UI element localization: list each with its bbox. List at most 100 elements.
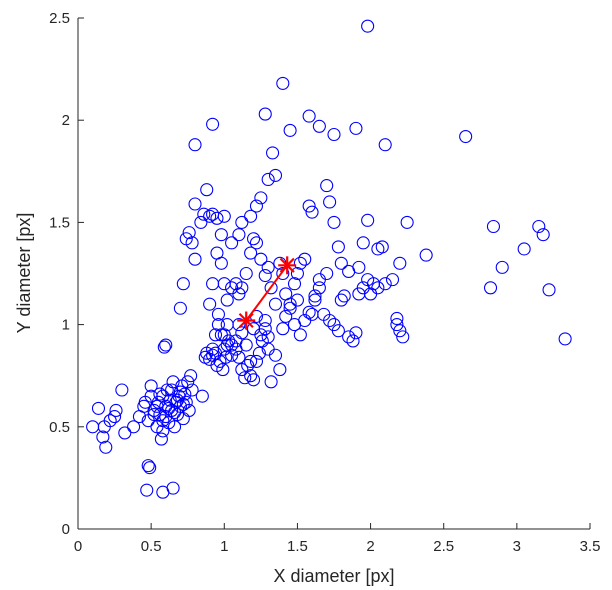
data-point-circle: [163, 393, 177, 407]
x-tick-label: 1.5: [287, 538, 308, 555]
data-point-circle: [352, 287, 366, 301]
data-point-circle: [261, 172, 275, 187]
data-point-circle: [179, 395, 193, 409]
data-point-circle: [266, 146, 280, 160]
y-tick-label: 0.5: [49, 419, 70, 436]
data-point-circle: [558, 332, 572, 346]
data-point-circle: [244, 369, 258, 383]
data-point-circle: [342, 330, 356, 344]
data-point-circle: [225, 338, 239, 352]
data-point-circle: [99, 440, 113, 454]
data-points: [86, 19, 572, 499]
data-point-circle: [235, 281, 249, 295]
data-point-circle: [371, 242, 385, 256]
data-point-circle: [244, 209, 258, 223]
y-axis-label: Y diameter [px]: [14, 213, 34, 334]
data-point-circle: [264, 281, 278, 295]
y-tick-label: 1.5: [49, 214, 70, 231]
data-point-circle: [287, 277, 302, 291]
data-point-circle: [211, 307, 225, 321]
data-point-circle: [182, 226, 196, 240]
data-point-circle: [396, 330, 410, 344]
data-point-circle: [203, 209, 217, 223]
data-point-circle: [320, 179, 334, 193]
data-point-circle: [188, 138, 202, 152]
data-point-circle: [127, 420, 141, 434]
data-point-circle: [176, 277, 190, 291]
ticks: 0 0.5 1 1.5 2 2.5 3 3.5 0 0.5 1 1.5 2 2.5: [49, 10, 600, 555]
data-point-circle: [238, 371, 252, 385]
data-point-circle: [258, 313, 272, 328]
y-tick-label: 2: [62, 112, 70, 129]
data-point-circle: [378, 138, 392, 152]
data-point-circle: [232, 350, 246, 364]
data-point-circle: [165, 383, 179, 397]
data-point-circle: [167, 405, 182, 420]
data-point-circle: [214, 256, 228, 270]
data-point-circle: [393, 324, 407, 338]
data-point-circle: [390, 311, 404, 326]
data-point-circle: [244, 354, 258, 368]
data-point-circle: [331, 324, 345, 338]
data-point-circle: [166, 375, 180, 389]
data-point-circle: [173, 385, 187, 399]
data-point-circle: [154, 432, 168, 446]
data-point-circle: [166, 481, 180, 495]
data-point-circle: [334, 256, 348, 270]
data-point-circle: [96, 430, 110, 444]
data-point-circle: [517, 242, 531, 256]
data-point-circle: [91, 401, 106, 415]
data-point-circle: [393, 256, 407, 270]
data-point-circle: [334, 293, 348, 307]
red-star-marker: [237, 311, 256, 330]
data-point-circle: [156, 414, 170, 428]
data-point-circle: [302, 109, 316, 123]
data-point-circle: [232, 228, 246, 242]
data-point-circle: [188, 197, 202, 211]
x-tick-label: 0.5: [141, 538, 162, 555]
data-point-circle: [167, 420, 182, 434]
x-tick-label: 0: [74, 538, 82, 555]
data-point-circle: [153, 387, 167, 401]
data-point-circle: [385, 273, 400, 287]
x-axis-label: X diameter [px]: [273, 566, 394, 586]
data-point-circle: [254, 191, 268, 205]
data-point-circle: [536, 228, 550, 242]
data-point-circle: [293, 256, 307, 270]
data-point-circle: [261, 260, 275, 274]
data-point-circle: [361, 19, 375, 33]
data-point-circle: [246, 232, 261, 246]
data-point-circle: [222, 334, 236, 348]
data-point-circle: [173, 301, 187, 315]
x-tick-label: 2.5: [433, 538, 454, 555]
data-point-circle: [249, 236, 264, 250]
data-point-circle: [109, 403, 123, 417]
data-point-circle: [290, 293, 304, 307]
data-point-circle: [312, 281, 326, 295]
data-point-circle: [302, 305, 316, 319]
x-tick-label: 2: [366, 538, 374, 555]
data-point-circle: [249, 199, 264, 213]
data-point-circle: [327, 127, 341, 142]
data-point-circle: [220, 293, 234, 307]
data-point-circle: [290, 266, 304, 281]
data-point-circle: [239, 266, 253, 281]
data-point-circle: [312, 273, 326, 287]
data-point-circle: [244, 246, 258, 260]
data-point-circle: [371, 281, 385, 295]
plot-background: [78, 18, 590, 529]
x-tick-label: 3.5: [580, 538, 601, 555]
x-tick-label: 1: [220, 538, 228, 555]
data-point-circle: [176, 397, 190, 411]
data-point-circle: [268, 297, 283, 311]
data-point-circle: [241, 358, 255, 373]
data-point-circle: [312, 119, 326, 133]
data-point-circle: [279, 309, 293, 323]
data-point-circle: [147, 407, 161, 422]
data-point-circle: [144, 379, 158, 393]
data-point-circle: [258, 107, 272, 121]
data-point-circle: [203, 297, 217, 311]
data-point-circle: [179, 232, 193, 246]
data-point-circle: [302, 199, 316, 213]
